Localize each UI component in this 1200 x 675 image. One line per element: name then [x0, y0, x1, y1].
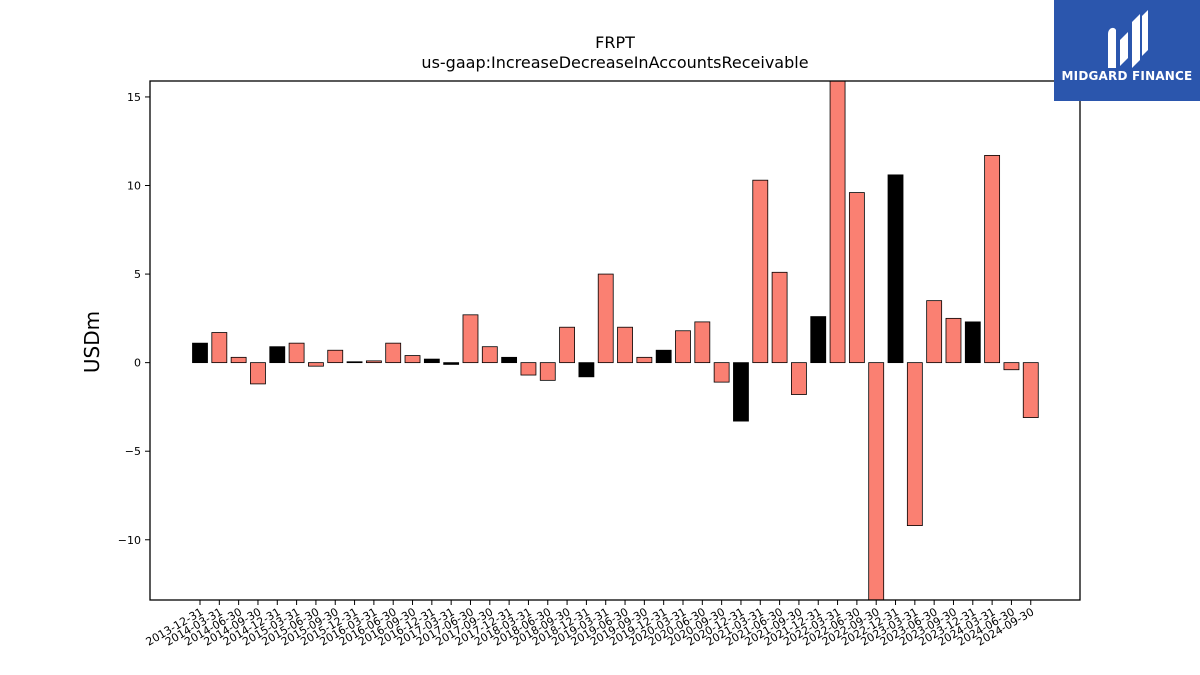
y-tick-label: 0	[134, 357, 141, 370]
bar-2015-12-31	[346, 361, 363, 364]
bar-2014-09-30	[250, 362, 266, 385]
bar-2022-12-31	[887, 174, 904, 364]
plot-frame	[149, 80, 1081, 601]
bar-2016-03-31	[365, 360, 382, 364]
bar-2016-06-30	[385, 342, 402, 364]
bar-2023-03-31	[906, 362, 923, 527]
bar-2018-09-30	[559, 326, 575, 364]
bar-2022-06-30	[848, 192, 865, 364]
bar-2014-03-31	[211, 332, 228, 364]
bar-2013-12-31	[192, 342, 208, 364]
bar-2015-09-30	[327, 349, 344, 364]
x-ticks-group: 2013-12-312014-03-312014-06-302014-09-30…	[144, 600, 1036, 649]
bar-2021-06-30	[771, 271, 788, 364]
bar-2017-03-31	[443, 362, 460, 365]
bar-2023-09-30	[945, 317, 962, 364]
bars-group	[192, 80, 1039, 601]
chart-subtitle: us-gaap:IncreaseDecreaseInAccountsReceiv…	[421, 53, 808, 72]
y-tick-label: 10	[127, 180, 141, 193]
bar-2020-09-30	[713, 362, 730, 383]
bar-2022-03-31	[829, 80, 846, 364]
bar-2014-12-31	[269, 346, 286, 364]
bar-2018-03-31	[520, 362, 537, 376]
bar-2024-03-31	[984, 154, 1001, 364]
y-axis-label: USDm	[80, 311, 104, 373]
bar-2023-12-31	[964, 321, 981, 364]
bar-2017-12-31	[501, 356, 518, 364]
y-tick-label: 15	[127, 91, 141, 104]
bar-2024-09-30	[1022, 362, 1039, 418]
bar-2023-06-30	[926, 300, 943, 364]
bar-2024-06-30	[1003, 362, 1020, 371]
bar-2018-12-31	[578, 362, 595, 378]
bar-2021-03-31	[752, 179, 769, 364]
bar-2020-12-31	[733, 362, 749, 422]
y-tick-label: 5	[134, 268, 141, 281]
bar-2020-06-30	[694, 321, 711, 364]
bar-2016-09-30	[404, 355, 421, 364]
bar-2019-12-31	[655, 349, 672, 364]
bar-2017-06-30	[462, 314, 479, 364]
midgard-logo-icon	[1108, 10, 1148, 68]
bar-2015-03-31	[288, 342, 305, 364]
y-tick-label: −10	[118, 534, 141, 547]
y-tick-label: −5	[125, 445, 141, 458]
bar-2022-09-30	[868, 362, 885, 601]
bar-2021-09-30	[791, 362, 807, 395]
bar-2014-06-30	[230, 356, 247, 364]
bar-2015-06-30	[308, 362, 324, 367]
bar-2017-09-30	[481, 346, 498, 364]
bar-2019-09-30	[636, 356, 653, 364]
midgard-finance-logo: MIDGARD FINANCE	[1054, 0, 1200, 101]
bar-2019-06-30	[617, 326, 633, 364]
bar-2018-06-30	[539, 362, 556, 381]
bar-2021-12-31	[810, 316, 827, 364]
logo-text: MIDGARD FINANCE	[1061, 69, 1193, 83]
y-ticks-group: −10 −5 0 5 10 15	[118, 91, 150, 547]
bar-2019-03-31	[597, 273, 614, 364]
chart-title: FRPT	[595, 33, 635, 52]
bar-2020-03-31	[675, 330, 691, 364]
bar-2016-12-31	[423, 358, 440, 364]
